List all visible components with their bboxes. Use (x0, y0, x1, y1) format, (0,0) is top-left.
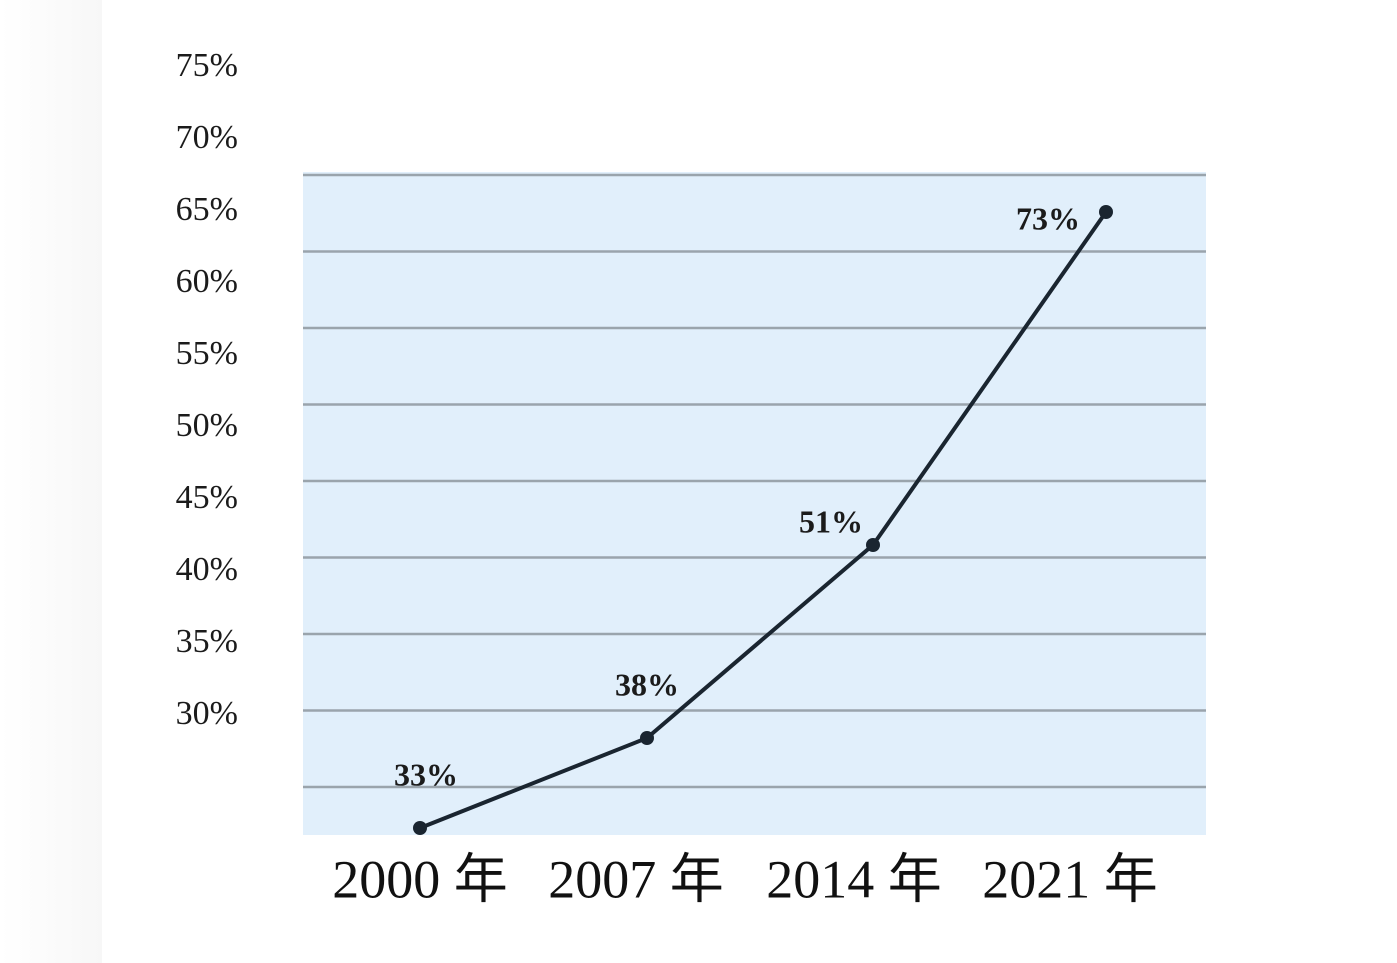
data-series: 33% 38% 51% 73% (394, 200, 1113, 835)
x-tick-label: 2014 年 (766, 849, 942, 909)
data-label: 73% (1016, 200, 1080, 236)
y-tick-label: 40% (176, 551, 238, 588)
x-tick-label: 2007 年 (548, 849, 724, 909)
y-tick-label: 65% (176, 191, 238, 228)
y-tick-label: 50% (176, 407, 238, 444)
y-axis-tick-labels: 30% 35% 40% 45% 50% 55% 60% 65% 70% 75% (176, 47, 238, 732)
y-tick-label: 60% (176, 263, 238, 300)
data-label: 51% (799, 503, 863, 539)
x-tick-label: 2021 年 (982, 849, 1158, 909)
series-line (418, 210, 1108, 830)
y-tick-label: 70% (176, 119, 238, 156)
data-point (640, 731, 654, 745)
data-point (866, 538, 880, 552)
data-point (413, 821, 427, 835)
y-tick-label: 75% (176, 47, 238, 84)
x-tick-label: 2000 年 (332, 849, 508, 909)
data-label: 38% (615, 666, 679, 702)
left-margin-strip (0, 0, 102, 963)
y-tick-label: 45% (176, 479, 238, 516)
data-label: 33% (394, 756, 458, 792)
gridlines (303, 173, 1206, 789)
y-tick-label: 35% (176, 623, 238, 660)
y-tick-label: 55% (176, 335, 238, 372)
plot-area (303, 172, 1206, 835)
x-axis-tick-labels: 2000 年 2007 年 2014 年 2021 年 (332, 849, 1158, 909)
y-tick-label: 30% (176, 695, 238, 732)
data-point (1099, 205, 1113, 219)
